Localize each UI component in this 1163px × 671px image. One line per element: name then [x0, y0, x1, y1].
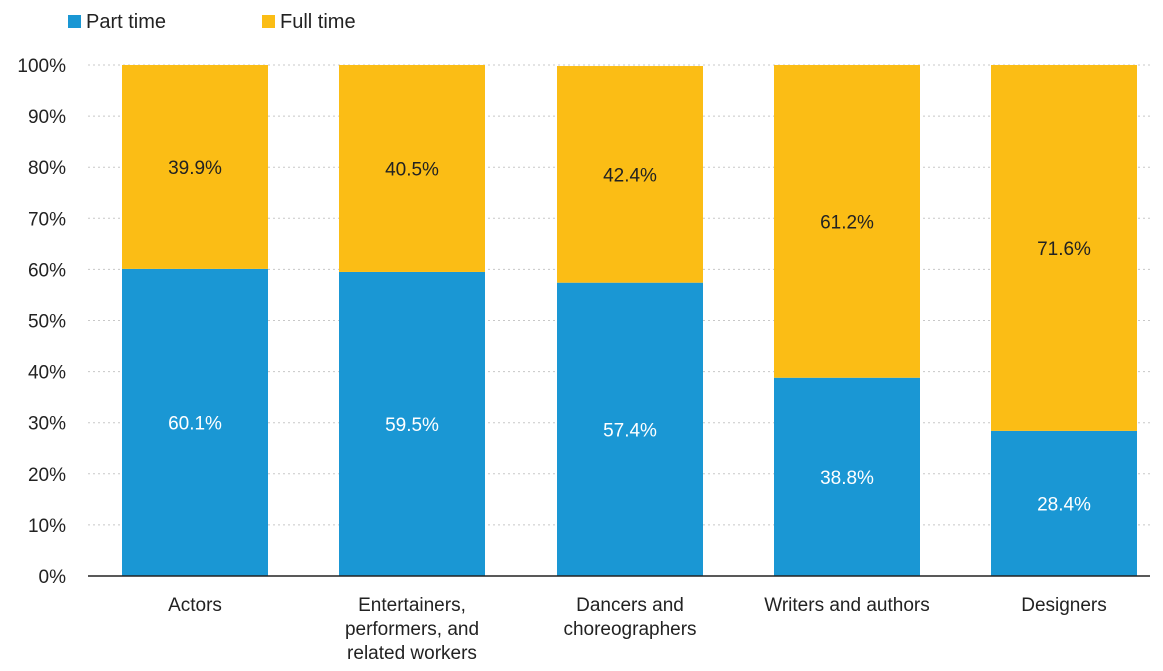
y-tick-label: 40%	[28, 363, 66, 384]
x-category-label-line: performers, and	[345, 619, 479, 640]
y-tick-label: 20%	[28, 465, 66, 486]
data-label-full-time: 42.4%	[603, 165, 657, 186]
y-tick-label: 90%	[28, 107, 66, 128]
bar-full-time	[557, 66, 703, 283]
legend-label-part-time: Part time	[86, 11, 166, 33]
y-tick-label: 60%	[28, 260, 66, 281]
data-label-part-time: 59.5%	[385, 415, 439, 436]
y-tick-label: 30%	[28, 414, 66, 435]
bar-full-time	[774, 65, 920, 378]
bar-part-time	[122, 268, 268, 576]
x-category-label: Designers	[1021, 595, 1107, 616]
x-category-label-line: Designers	[1021, 595, 1107, 616]
x-category-label: Dancers and choreographers	[563, 595, 696, 640]
y-tick-label: 50%	[28, 312, 66, 333]
bar-part-time	[339, 271, 485, 576]
x-category-label-line: Actors	[168, 595, 222, 616]
data-label-part-time: 57.4%	[603, 420, 657, 441]
data-label-full-time: 39.9%	[168, 158, 222, 179]
data-label-part-time: 38.8%	[820, 468, 874, 489]
y-tick-label: 70%	[28, 209, 66, 230]
data-label-part-time: 28.4%	[1037, 494, 1091, 515]
bar-full-time	[339, 65, 485, 272]
x-category-label: Actors	[168, 595, 222, 616]
legend-swatch-full-time	[262, 15, 275, 28]
data-label-full-time: 71.6%	[1037, 239, 1091, 260]
legend-label-full-time: Full time	[280, 11, 356, 33]
x-category-label-line: Dancers and	[576, 595, 684, 616]
y-tick-label: 10%	[28, 516, 66, 537]
legend-swatch-part-time	[68, 15, 81, 28]
data-label-part-time: 60.1%	[168, 413, 222, 434]
data-label-full-time: 61.2%	[820, 212, 874, 233]
y-tick-label: 80%	[28, 158, 66, 179]
x-category-label-line: related workers	[347, 643, 477, 664]
bar-part-time	[991, 430, 1137, 576]
x-category-label: Writers and authors	[764, 595, 929, 616]
bar-full-time	[991, 65, 1137, 431]
y-tick-label: 100%	[17, 56, 66, 77]
y-tick-label: 0%	[39, 567, 67, 588]
x-category-label-line: choreographers	[563, 619, 696, 640]
bar-part-time	[774, 377, 920, 576]
x-category-label-line: Entertainers,	[358, 595, 466, 616]
bar-part-time	[557, 282, 703, 576]
data-label-full-time: 40.5%	[385, 159, 439, 180]
x-category-label: Entertainers, performers, and related work…	[345, 595, 479, 664]
bar-full-time	[122, 65, 268, 269]
x-category-label-line: Writers and authors	[764, 595, 929, 616]
